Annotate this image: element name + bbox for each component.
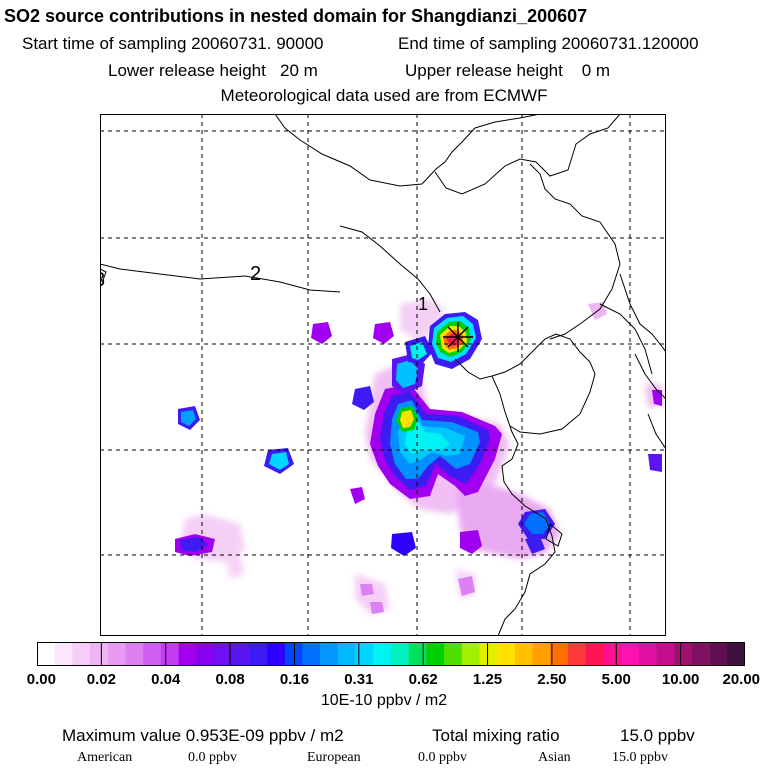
color-scale-tick-label: 10.00 [661,671,700,688]
graticule [100,114,666,636]
color-scale-tick-label: 0.00 [26,671,56,688]
color-scale-cell [160,642,179,666]
map-title: SO2 source contributions in nested domai… [4,6,588,26]
color-scale-cell [568,642,586,666]
coastlines [100,114,666,636]
american-value: 0.0 ppbv [188,750,237,765]
color-scale-cell [90,642,109,666]
color-scale-cell [143,642,162,666]
color-scale-cell [585,642,604,666]
european-value: 0.0 ppbv [418,750,467,765]
color-scale-cell [125,642,144,666]
color-scale-cell [54,642,73,666]
color-scale-cell [674,642,693,666]
color-scale-cell [37,642,55,666]
color-scale-cell [214,642,232,666]
color-scale-cell [72,642,91,666]
color-scale-tick-label: 0.62 [408,671,438,688]
color-scale-unit: 10E-10 ppbv / m2 [320,692,448,709]
contour-label: 3 [100,269,105,291]
color-scale-cell [691,642,710,666]
contour-label: 2 [250,263,261,285]
color-scale-cell [550,642,569,666]
color-scale-cell [621,642,640,666]
color-scale-tick-label: 0.08 [215,671,245,688]
color-scale-cell [479,642,498,666]
color-scale-cell [497,642,516,666]
upper-release-label: Upper release height 0 m [405,61,611,80]
color-scale-cell [408,642,427,666]
plume-dots [175,302,662,614]
met-data-label: Meteorological data used are from ECMWF [220,86,548,105]
max-value-label: Maximum value 0.953E-09 ppbv / m2 [62,726,344,745]
color-scale-tick-label: 2.50 [537,671,567,688]
plume-column [392,336,433,394]
lower-release-label: Lower release height 20 m [108,61,318,80]
start-time-label: Start time of sampling 20060731. 90000 [22,34,324,53]
color-scale-tick-label: 0.16 [279,671,310,688]
color-scale-cell [196,642,215,666]
color-scale-cell [391,642,409,666]
color-scale-cell [249,642,268,666]
color-scale-cell [178,642,197,666]
american-label: American [77,750,133,765]
color-scale-cell [603,642,622,666]
color-scale-cell [727,642,745,666]
contour-label: 1 [418,294,428,314]
color-scale-cell [267,642,286,666]
color-scale-tick-label: 5.00 [601,671,631,688]
color-scale-cell [461,642,480,666]
asian-value: 15.0 ppbv [612,750,668,765]
color-scale-bar [37,642,745,666]
color-scale-cell [231,642,250,666]
color-scale-cell [709,642,728,666]
color-scale-cell [656,642,675,666]
european-label: European [307,750,361,765]
map-frame [100,114,666,636]
color-scale-cell [373,642,392,666]
color-scale-cell [444,642,463,666]
color-scale-tick-label: 20.00 [722,671,761,688]
color-scale-cell [320,642,339,666]
total-mixing-label: Total mixing ratio [432,726,560,745]
color-scale-cell [514,642,533,666]
color-scale-tick-label: 0.31 [344,671,374,688]
color-scale-tick-label: 0.04 [151,671,181,688]
map-panel: 3 2 1 [100,114,666,636]
receptor-star-icon [443,322,473,352]
color-scale-cell [638,642,657,666]
end-time-label: End time of sampling 20060731.120000 [398,34,699,53]
total-mixing-value: 15.0 ppbv [620,726,695,745]
color-scale-tick-label: 1.25 [472,671,503,688]
color-scale-cell [355,642,374,666]
color-scale-cell [302,642,321,666]
color-scale-cell [532,642,551,666]
color-scale-cell [107,642,126,666]
asian-label: Asian [538,750,571,765]
color-scale-cell [426,642,445,666]
color-scale-cell [284,642,303,666]
color-scale-cell [337,642,356,666]
color-scale-tick-label: 0.02 [86,671,116,688]
